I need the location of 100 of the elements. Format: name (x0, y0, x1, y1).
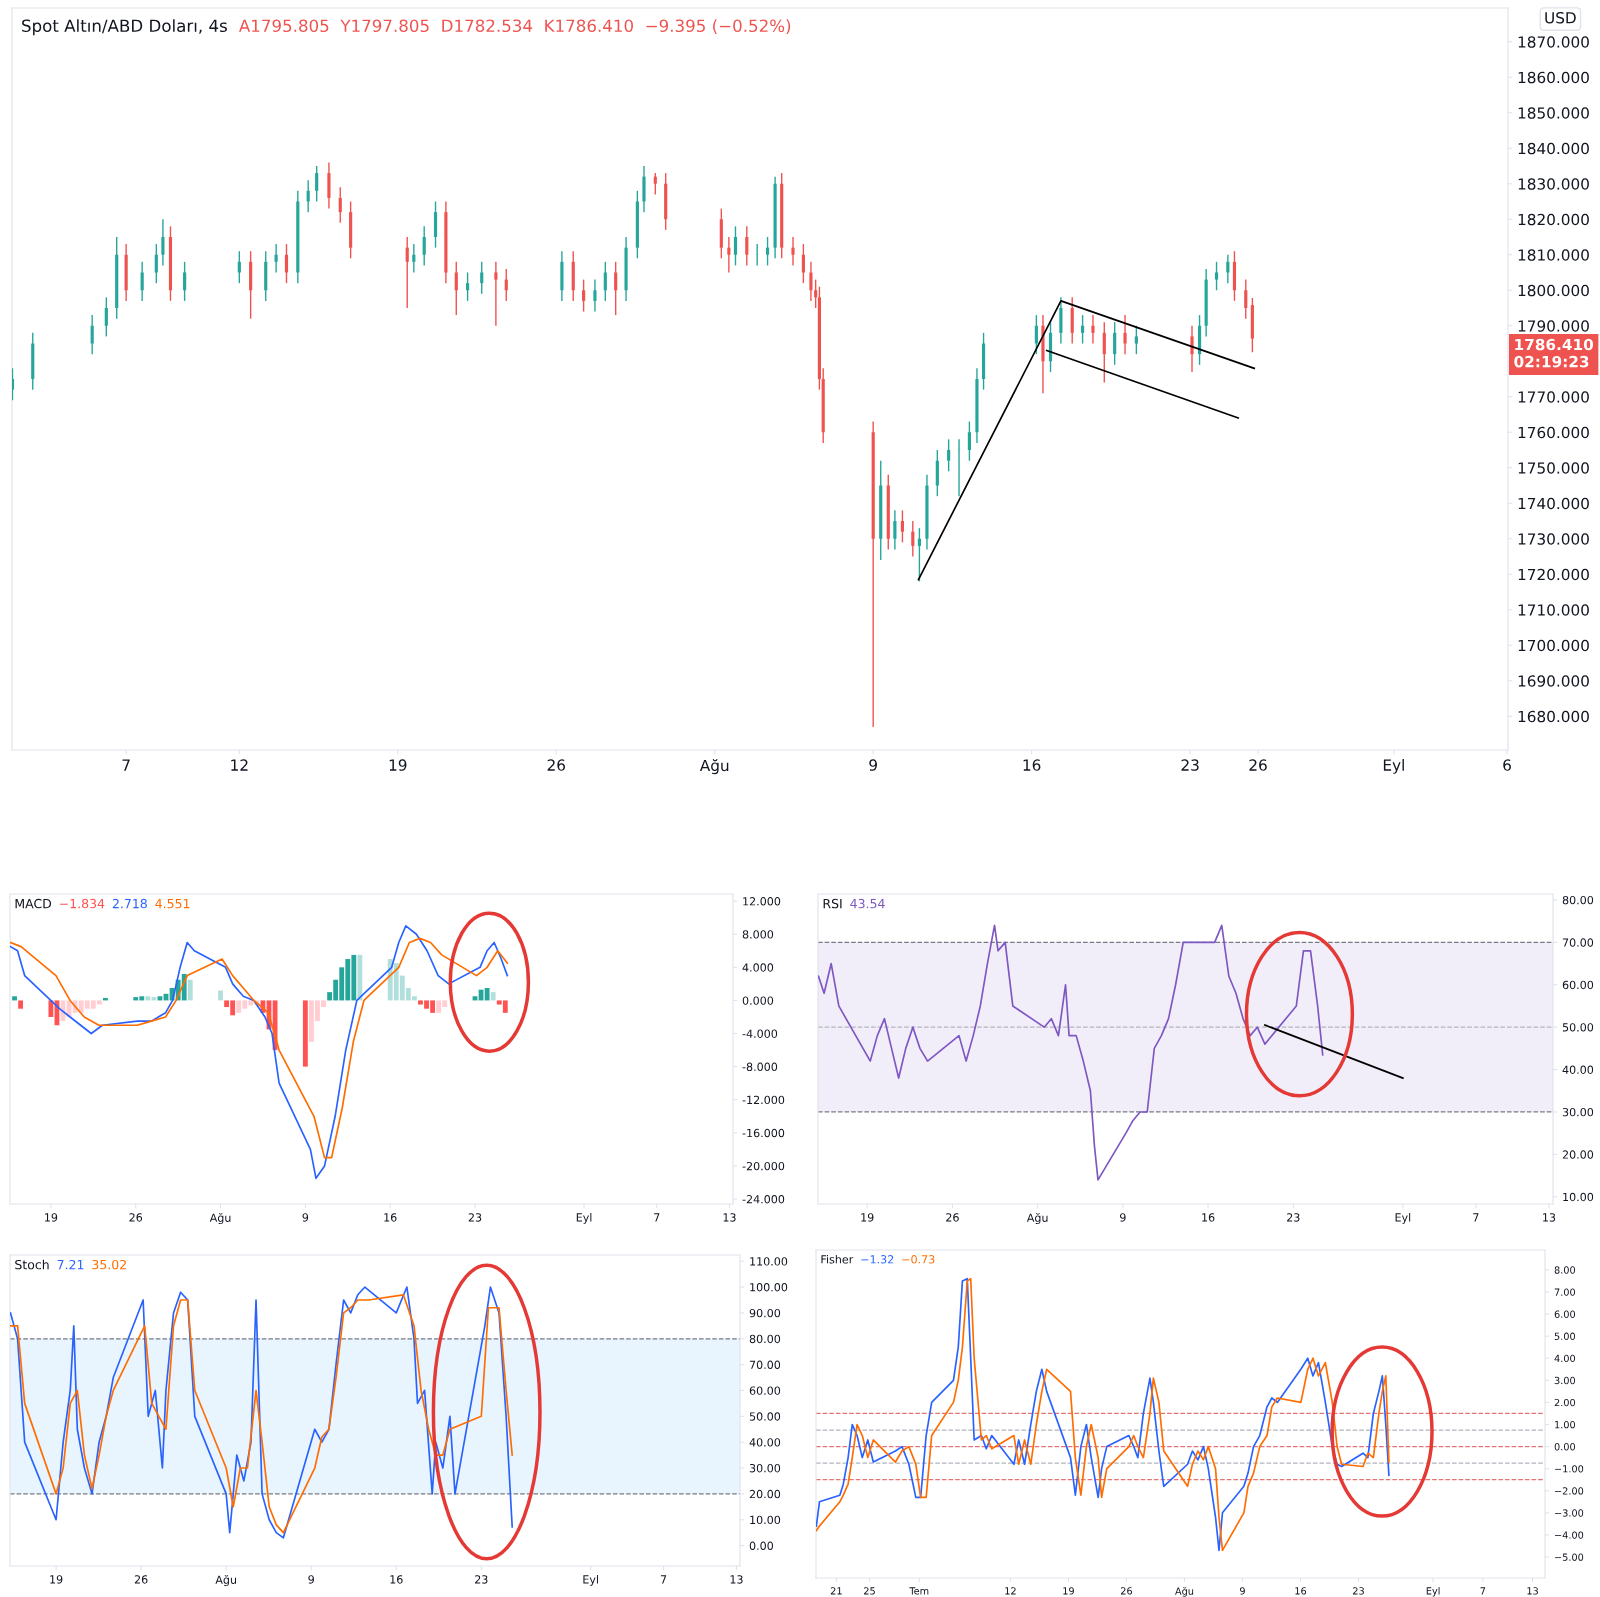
y-tick-label: −3.00 (1555, 1509, 1584, 1517)
x-tick-label: 25 (864, 1587, 875, 1595)
x-tick-label: 9 (308, 1575, 314, 1584)
x-tick-label: 9 (1240, 1587, 1245, 1595)
x-tick-label: 26 (129, 1213, 143, 1222)
y-tick-label: 80.00 (1562, 895, 1594, 905)
x-tick-label: 16 (1202, 1213, 1215, 1222)
y-tick-label: −1.00 (1555, 1465, 1584, 1473)
y-tick-label: 20.00 (1562, 1150, 1594, 1159)
x-tick-label: Ağu (1026, 1213, 1048, 1225)
x-tick-label: Ağu (215, 1575, 236, 1587)
x-tick-label: 23 (468, 1213, 482, 1222)
y-tick-label: 1820.000 (1518, 213, 1589, 226)
y-tick-label: 1710.000 (1518, 604, 1589, 616)
x-tick-label: 21 (830, 1587, 842, 1595)
y-tick-label: 10.00 (1563, 1192, 1594, 1202)
y-tick-label: 50.00 (1562, 1023, 1594, 1032)
y-tick-label: -20.000 (742, 1161, 785, 1171)
x-tick-label: 19 (389, 759, 407, 771)
y-tick-label: 0.00 (1554, 1443, 1576, 1451)
y-tick-label: 40.00 (749, 1438, 781, 1447)
x-tick-label: Ağu (699, 759, 729, 775)
x-tick-label: 13 (730, 1575, 743, 1584)
y-tick-label: 40.00 (1562, 1065, 1594, 1074)
x-tick-label: 16 (1023, 759, 1041, 771)
y-tick-label: 1720.000 (1518, 568, 1589, 581)
x-tick-label: 12 (1005, 1587, 1016, 1595)
y-tick-label: 70.00 (1562, 938, 1594, 947)
x-tick-label: 19 (861, 1213, 874, 1222)
y-tick-label: 1760.000 (1518, 426, 1589, 439)
y-tick-label: 1800.000 (1518, 284, 1589, 297)
y-tick-label: 10.00 (750, 1515, 781, 1525)
x-tick-label: Tem (909, 1587, 929, 1595)
y-tick-label: 1740.000 (1518, 497, 1589, 510)
x-tick-label: 19 (1063, 1587, 1074, 1595)
y-tick-label: 90.00 (749, 1308, 781, 1318)
x-tick-label: 26 (1249, 759, 1267, 771)
y-tick-label: 1810.000 (1518, 249, 1589, 261)
y-tick-label: 30.00 (749, 1464, 781, 1473)
chart-title: MACD (15, 898, 52, 909)
y-tick-label: 1850.000 (1518, 107, 1589, 119)
y-tick-label: -12.000 (742, 1095, 785, 1105)
y-tick-label: 50.00 (749, 1412, 781, 1421)
x-tick-label: 19 (50, 1575, 63, 1584)
x-tick-label: 7 (1473, 1213, 1479, 1222)
y-tick-label: 1690.000 (1518, 675, 1589, 687)
y-tick-label: 100.00 (750, 1283, 788, 1292)
annotation: 35.02 (92, 1259, 126, 1270)
x-tick-label: 23 (1287, 1213, 1300, 1222)
y-tick-label: 6.00 (1554, 1310, 1576, 1318)
y-tick-label: −5.00 (1555, 1553, 1584, 1561)
x-tick-label: 7 (1480, 1587, 1486, 1595)
y-tick-label: 70.00 (749, 1360, 781, 1369)
y-tick-label: 4.00 (1554, 1354, 1576, 1363)
annotation: −0.73 (902, 1255, 935, 1264)
y-tick-label: 60.00 (749, 1386, 781, 1395)
text: Spot Altın/ABD Doları, 4s (22, 19, 227, 36)
y-tick-label: 0.000 (742, 996, 774, 1005)
y-tick-label: 110.00 (750, 1257, 788, 1266)
y-tick-label: 1.00 (1555, 1420, 1576, 1429)
x-tick-label: 13 (1543, 1213, 1556, 1222)
x-tick-label: 7 (122, 759, 130, 771)
chart-title: Stoch (15, 1259, 49, 1270)
annotation: −1.32 (861, 1255, 894, 1264)
y-tick-label: 1680.000 (1518, 710, 1589, 723)
x-tick-label: 19 (45, 1213, 58, 1222)
x-tick-label: 23 (475, 1575, 488, 1584)
y-tick-label: −4.00 (1555, 1531, 1584, 1539)
annotation: 2.718 (112, 898, 147, 909)
y-tick-label: 20.00 (749, 1489, 781, 1499)
y-tick-label: 1840.000 (1518, 142, 1589, 155)
y-tick-label: 1860.000 (1518, 71, 1589, 84)
x-tick-label: 16 (384, 1213, 397, 1222)
y-tick-label: 1870.000 (1518, 36, 1589, 48)
x-tick-label: 12 (231, 759, 248, 771)
x-tick-label: 16 (1295, 1587, 1307, 1595)
y-tick-label: -4.000 (742, 1029, 778, 1038)
y-tick-label: 1730.000 (1518, 533, 1589, 545)
x-tick-label: 9 (302, 1213, 309, 1222)
x-tick-label: 7 (654, 1213, 660, 1222)
y-tick-label: 3.00 (1554, 1376, 1576, 1385)
chart-title: RSI (823, 898, 842, 909)
y-tick-label: 7.00 (1554, 1288, 1576, 1296)
y-tick-label: 1750.000 (1518, 462, 1589, 474)
x-tick-label: Eyl (583, 1575, 598, 1586)
annotation: 4.551 (155, 899, 190, 909)
y-tick-label: 4.000 (742, 963, 774, 972)
y-tick-label: -24.000 (742, 1195, 785, 1204)
x-tick-label: 6 (1503, 759, 1511, 771)
text: A1795.805 Y1797.805 D1782.534 K1786.410 −9.395 (−0.52%) (238, 19, 791, 34)
y-tick-label: 80.00 (749, 1334, 781, 1344)
annotation: 7.21 (57, 1259, 84, 1270)
y-tick-label: 30.00 (1562, 1107, 1594, 1117)
y-tick-label: 1830.000 (1518, 178, 1589, 190)
x-tick-label: 23 (1353, 1587, 1364, 1595)
x-tick-label: 26 (946, 1213, 959, 1222)
x-tick-label: Ağu (1175, 1587, 1194, 1597)
x-tick-label: Eyl (1395, 1213, 1411, 1224)
x-tick-label: 26 (134, 1575, 148, 1584)
y-tick-label: 1790.000 (1518, 320, 1589, 332)
